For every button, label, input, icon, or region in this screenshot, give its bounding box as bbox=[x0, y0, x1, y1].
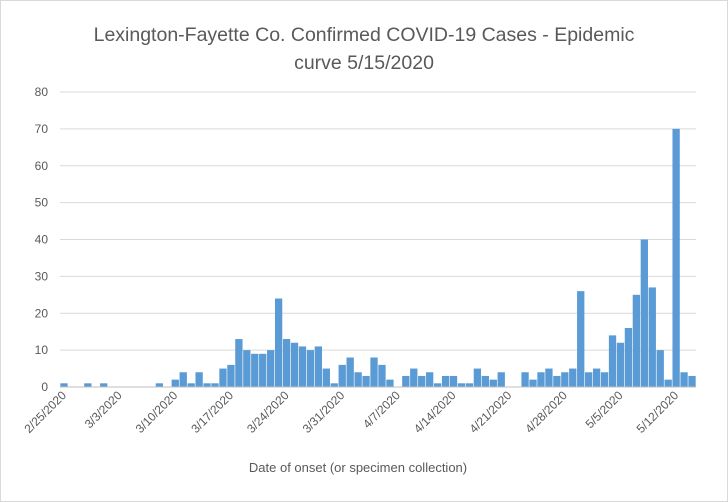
x-tick-label: 3/24/2020 bbox=[244, 388, 292, 436]
bar bbox=[274, 298, 283, 387]
bar bbox=[346, 357, 354, 387]
bar bbox=[322, 368, 330, 387]
x-tick-label: 4/14/2020 bbox=[411, 388, 459, 436]
bar bbox=[410, 368, 418, 387]
bar bbox=[592, 368, 601, 387]
bar bbox=[521, 372, 529, 387]
bar bbox=[330, 383, 338, 387]
x-tick-label: 3/31/2020 bbox=[300, 388, 348, 436]
bar bbox=[227, 364, 235, 388]
bar bbox=[449, 375, 458, 387]
bar bbox=[290, 342, 299, 387]
bars bbox=[60, 128, 696, 388]
bar bbox=[386, 379, 394, 388]
bar bbox=[251, 353, 259, 387]
bar bbox=[497, 372, 505, 387]
bar bbox=[370, 357, 378, 387]
bar bbox=[688, 375, 696, 387]
bar bbox=[314, 346, 323, 387]
x-tick-label: 5/5/2020 bbox=[583, 388, 626, 431]
bar bbox=[402, 375, 410, 387]
bar bbox=[259, 353, 267, 387]
x-tick-label: 4/21/2020 bbox=[467, 388, 515, 436]
bar bbox=[648, 287, 656, 387]
bar bbox=[235, 339, 243, 387]
bar bbox=[203, 383, 211, 387]
bar bbox=[537, 372, 545, 387]
bar bbox=[608, 335, 617, 388]
bar bbox=[179, 372, 187, 387]
bar bbox=[680, 372, 688, 387]
bar bbox=[362, 375, 370, 387]
bar bbox=[219, 368, 227, 387]
bar bbox=[656, 350, 664, 388]
bar bbox=[306, 350, 315, 388]
y-tick-label: 80 bbox=[35, 85, 49, 99]
y-tick-label: 50 bbox=[35, 196, 49, 210]
y-tick-label: 70 bbox=[35, 122, 49, 136]
bar bbox=[171, 379, 179, 388]
y-tick-label: 30 bbox=[35, 269, 49, 283]
bar bbox=[481, 375, 489, 387]
bar bbox=[441, 375, 450, 387]
bar bbox=[354, 372, 362, 387]
bar bbox=[267, 350, 275, 388]
gridlines bbox=[60, 91, 696, 351]
y-tick-label: 10 bbox=[35, 343, 49, 357]
y-axis-ticks: 0 10 20 30 40 50 60 70 80 bbox=[35, 85, 49, 394]
x-axis-ticks: 2/25/2020 3/3/2020 3/10/2020 3/17/2020 3/24/… bbox=[21, 388, 681, 436]
y-tick-label: 0 bbox=[41, 380, 48, 394]
x-tick-label: 3/17/2020 bbox=[188, 388, 236, 436]
bar bbox=[553, 375, 561, 387]
bar bbox=[195, 372, 203, 387]
bar bbox=[473, 368, 482, 387]
bar bbox=[84, 383, 92, 387]
bar bbox=[585, 372, 593, 387]
bar bbox=[418, 375, 426, 387]
bar bbox=[282, 339, 291, 387]
bar bbox=[426, 372, 434, 387]
bar bbox=[561, 372, 569, 387]
bar bbox=[529, 379, 537, 388]
bar bbox=[600, 372, 609, 387]
bar bbox=[457, 383, 466, 387]
bar bbox=[672, 128, 680, 388]
x-tick-label: 2/25/2020 bbox=[21, 388, 69, 436]
x-tick-label: 4/7/2020 bbox=[360, 388, 403, 431]
x-tick-label: 4/28/2020 bbox=[522, 388, 570, 436]
bar bbox=[545, 368, 553, 387]
bar bbox=[378, 364, 386, 388]
bar bbox=[243, 350, 251, 388]
chart-title-line-2: curve 5/15/2020 bbox=[294, 52, 434, 74]
x-axis-label: Date of onset (or specimen collection) bbox=[249, 460, 467, 475]
bar bbox=[187, 383, 195, 387]
bar bbox=[569, 368, 577, 387]
y-tick-label: 60 bbox=[35, 159, 49, 173]
bar bbox=[616, 342, 625, 387]
y-tick-label: 40 bbox=[35, 233, 49, 247]
bar bbox=[298, 346, 307, 387]
bar bbox=[664, 379, 672, 388]
bar bbox=[624, 328, 633, 387]
x-tick-label: 5/12/2020 bbox=[634, 388, 682, 436]
bar bbox=[640, 239, 648, 387]
bar bbox=[60, 383, 68, 387]
bar bbox=[632, 294, 641, 387]
bar bbox=[577, 291, 585, 388]
bar bbox=[100, 383, 108, 387]
bar bbox=[433, 383, 442, 387]
bar bbox=[155, 383, 164, 387]
chart-title-line-1: Lexington-Fayette Co. Confirmed COVID-19… bbox=[94, 24, 635, 46]
bar bbox=[489, 379, 497, 388]
y-tick-label: 20 bbox=[35, 306, 49, 320]
bar bbox=[465, 383, 474, 387]
x-tick-label: 3/10/2020 bbox=[133, 388, 181, 436]
bar bbox=[338, 364, 346, 388]
bar bbox=[211, 383, 219, 387]
x-tick-label: 3/3/2020 bbox=[82, 388, 125, 431]
